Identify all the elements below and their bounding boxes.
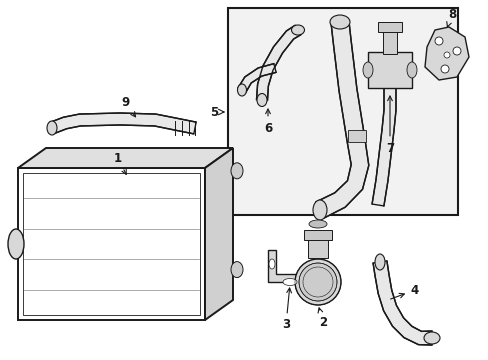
Text: 5: 5 (209, 105, 218, 118)
Polygon shape (315, 21, 368, 218)
Text: 4: 4 (390, 284, 418, 299)
Text: 1: 1 (114, 152, 126, 174)
Ellipse shape (47, 121, 57, 135)
Ellipse shape (329, 15, 349, 29)
Ellipse shape (237, 84, 246, 96)
Ellipse shape (440, 65, 448, 73)
Polygon shape (372, 261, 431, 345)
Ellipse shape (374, 254, 384, 270)
Ellipse shape (312, 200, 326, 220)
Polygon shape (371, 88, 395, 206)
Text: 6: 6 (264, 109, 271, 135)
Ellipse shape (230, 163, 243, 179)
Text: 2: 2 (317, 308, 326, 328)
Bar (367, 52, 411, 88)
Polygon shape (18, 168, 204, 320)
Ellipse shape (291, 25, 304, 35)
Bar (382, 30, 396, 54)
Bar (304, 230, 331, 240)
Polygon shape (267, 250, 309, 282)
Text: 3: 3 (282, 288, 291, 332)
Bar (227, 8, 457, 215)
Bar (23, 173, 200, 315)
Ellipse shape (406, 62, 416, 78)
Ellipse shape (452, 47, 460, 55)
Ellipse shape (423, 332, 439, 344)
Ellipse shape (257, 94, 266, 107)
Ellipse shape (268, 259, 274, 269)
Text: 8: 8 (446, 8, 455, 27)
Ellipse shape (443, 52, 449, 58)
Polygon shape (204, 148, 232, 320)
Ellipse shape (434, 37, 442, 45)
Polygon shape (18, 148, 232, 168)
Bar (377, 22, 401, 32)
Bar (347, 130, 365, 142)
Ellipse shape (308, 220, 326, 228)
Ellipse shape (298, 263, 336, 301)
Ellipse shape (294, 259, 340, 305)
Polygon shape (238, 64, 276, 92)
Polygon shape (50, 113, 196, 134)
Ellipse shape (230, 262, 243, 278)
Ellipse shape (362, 62, 372, 78)
Text: 7: 7 (385, 96, 393, 154)
Ellipse shape (283, 279, 296, 285)
Bar (307, 238, 327, 258)
Polygon shape (256, 25, 300, 100)
Text: 9: 9 (121, 96, 135, 117)
Ellipse shape (8, 229, 24, 259)
Polygon shape (424, 27, 468, 80)
